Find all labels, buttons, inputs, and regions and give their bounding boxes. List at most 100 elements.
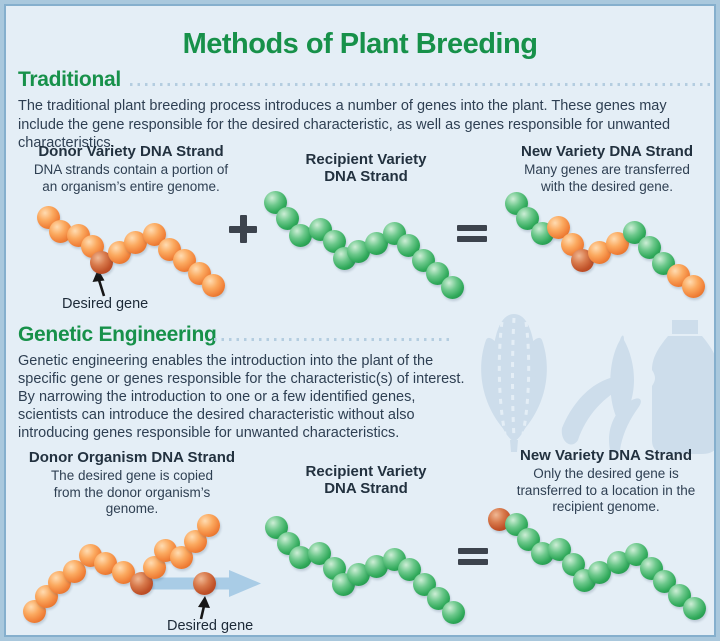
dna-bead-orange [169,545,193,569]
dna-bead-green [332,246,356,270]
donor-variety-header: Donor Variety DNA Strand DNA strands con… [28,143,234,195]
dna-bead-orange [62,559,86,583]
dna-bead-orange [172,248,196,272]
dna-bead-green [288,545,312,569]
dna-bead-green [346,239,370,263]
new-variety-desc-1: Many genes are transferred with the desi… [524,162,690,194]
genetic-description: Genetic engineering enables the introduc… [18,353,465,441]
dna-bead-green [288,223,312,247]
dna-bead-orange [546,215,570,239]
dna-bead-orange [157,237,181,261]
recipient-variety-title-1: Recipient Variety DNA Strand [305,151,427,185]
page-title: Methods of Plant Breeding [182,28,538,60]
bottle-icon [652,320,714,454]
new-variety-header-2: New Variety DNA Strand Only the desired … [496,447,714,516]
dna-bead-green [561,552,585,576]
dna-bead-green [382,547,406,571]
dna-bead-orange [153,538,177,562]
dna-bead-green [441,600,465,624]
gene-transfer-arrow [143,570,261,597]
equals-operator-2 [458,548,488,565]
dna-bead-green [264,515,288,539]
dna-bead-green [622,220,646,244]
donor-variety-desc: DNA strands contain a portion of an orga… [33,162,229,194]
dna-bead-orange [93,551,117,575]
donor-organism-header: Donor Organism DNA Strand The desired ge… [26,449,238,518]
traditional-description: The traditional plant breeding process i… [18,98,671,151]
dna-bead-orange [123,230,147,254]
dna-bead-orange [587,240,611,264]
dna-bead-green [652,569,676,593]
dna-bead-green [276,531,300,555]
dna-bead-green [308,217,332,241]
new-variety-title-2: New Variety DNA Strand [520,447,692,464]
dna-bead-green [515,206,539,230]
dna-bead-green [651,251,675,275]
dna-bead-green [440,275,464,299]
dna-bead-orange [605,231,629,255]
dna-bead-green [364,231,388,255]
section-heading-genetic: Genetic Engineering [18,323,217,346]
new-variety-title-1: New Variety DNA Strand [521,143,693,160]
dna-bead-green [412,572,436,596]
dna-bead-orange [22,599,46,623]
desired-gene-label-2: Desired gene [167,618,254,634]
dna-bead-green [637,235,661,259]
donor-organism-desc: The desired gene is copied from the dono… [50,468,214,516]
dna-bead-orange [201,273,225,297]
section-heading-traditional: Traditional [18,68,121,91]
dotted-rule [130,83,712,86]
dna-bead-green [307,541,331,565]
dna-bead-green [426,586,450,610]
dna-bead-orange [107,240,131,264]
equals-operator-1 [457,225,487,242]
dna-bead-green [572,568,596,592]
dna-bead-green [587,560,611,584]
dna-bead-orange [187,261,211,285]
plus-operator [229,215,257,243]
dna-bead-orange [142,222,166,246]
new-variety-header-1: New Variety DNA Strand Many genes are tr… [504,143,710,195]
dna-bead-green [682,596,706,620]
dna-bead-orange [47,570,71,594]
recipient-variety-header-2: Recipient Variety DNA Strand [289,463,443,497]
dna-bead-green [275,206,299,230]
dna-bead-green [516,527,540,551]
desired-gene-arrow-1 [92,269,106,297]
desired-gene-arrow-2 [198,596,210,620]
dna-bead-green [382,221,406,245]
dna-bead-green [263,190,287,214]
dna-bead-green [322,556,346,580]
desired-gene-label-1: Desired gene [62,296,149,312]
donor-variety-title: Donor Variety DNA Strand [38,143,224,160]
dna-bead-green [397,557,421,581]
dna-bead-orange [36,205,60,229]
dna-bead-green [346,562,370,586]
dna-bead-green [639,556,663,580]
dna-bead-green [606,550,630,574]
dna-bead-green [396,233,420,257]
dna-bead-green [411,248,435,272]
dna-bead-orange [34,584,58,608]
dna-bead-green [504,512,528,536]
desired-gene-bead [570,248,594,272]
dna-bead-green [530,221,554,245]
infographic-panel: Methods of Plant Breeding Traditional Th… [4,4,716,637]
corn-icon [481,314,547,452]
dna-bead-green [331,572,355,596]
dna-bead-orange [78,543,102,567]
dna-bead-orange [48,219,72,243]
dna-bead-green [364,554,388,578]
dna-bead-orange [560,232,584,256]
dotted-rule [214,338,454,341]
dna-bead-orange [183,529,207,553]
new-variety-desc-2: Only the desired gene is transferred to … [516,466,696,514]
recipient-variety-title-2: Recipient Variety DNA Strand [305,463,427,497]
dna-bead-green [322,229,346,253]
recipient-variety-header-1: Recipient Variety DNA Strand [284,151,448,185]
pea-pods-icon [561,335,641,453]
dna-bead-green [425,261,449,285]
dna-bead-orange [111,560,135,584]
donor-organism-title: Donor Organism DNA Strand [28,449,236,466]
